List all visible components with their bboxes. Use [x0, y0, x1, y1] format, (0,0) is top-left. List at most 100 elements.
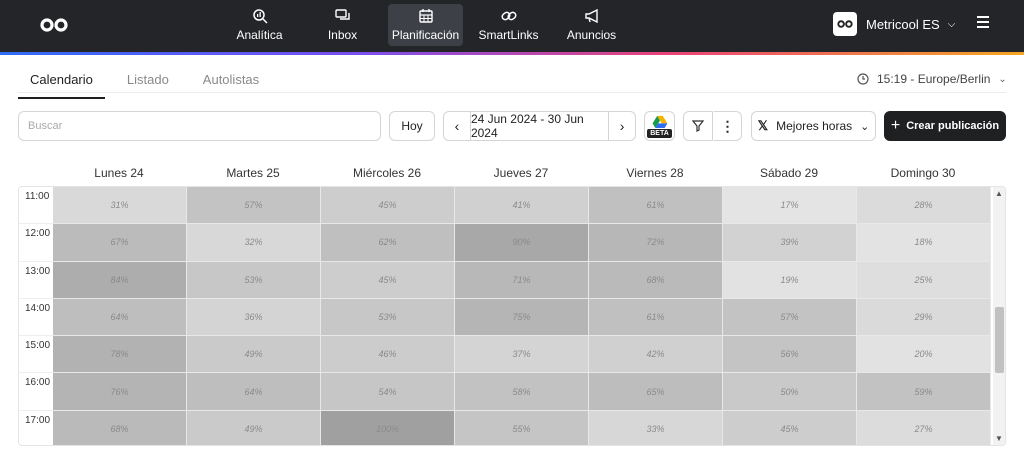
heatmap-cell[interactable]: 53% — [321, 298, 455, 337]
filter-button[interactable] — [683, 111, 713, 141]
heatmap-cell[interactable]: 25% — [857, 261, 991, 299]
time-label: 14:00 — [19, 299, 53, 337]
heatmap-cell[interactable]: 50% — [723, 373, 857, 411]
heatmap-cell[interactable]: 49% — [187, 410, 321, 445]
heatmap-cell[interactable]: 84% — [53, 261, 187, 299]
x-twitter-icon: 𝕏 — [757, 118, 769, 133]
metricool-logo-icon[interactable] — [40, 16, 68, 34]
search-input[interactable] — [18, 111, 381, 141]
heatmap-cell[interactable]: 75% — [455, 298, 589, 337]
heatmap-cell[interactable]: 45% — [321, 187, 455, 225]
main-nav: Analítica Inbox Planificación SmartLinks… — [222, 4, 637, 46]
nav-item-analitica[interactable]: Analítica — [222, 4, 297, 46]
scrollbar[interactable]: ▲ ▼ — [993, 187, 1005, 445]
scroll-down-icon[interactable]: ▼ — [995, 434, 1003, 443]
nav-label: Planificación — [391, 28, 460, 42]
heatmap-cell[interactable]: 64% — [187, 373, 321, 411]
heatmap-cell[interactable]: 100% — [321, 410, 455, 445]
heatmap-cell[interactable]: 71% — [455, 261, 589, 299]
best-hours-selector[interactable]: 𝕏 Mejores horas ⌄ — [751, 111, 876, 141]
chevron-down-icon: ⌄ — [998, 73, 1007, 85]
heatmap-cell[interactable]: 78% — [53, 336, 187, 374]
date-range-label[interactable]: 24 Jun 2024 - 30 Jun 2024 — [470, 112, 584, 140]
heatmap-cell[interactable]: 55% — [455, 410, 589, 445]
heatmap-cell[interactable]: 42% — [589, 336, 723, 374]
heatmap-cell[interactable]: 36% — [187, 298, 321, 337]
scrollbar-thumb[interactable] — [995, 307, 1004, 373]
heatmap-cell[interactable]: 57% — [187, 187, 321, 225]
metricool-logo-icon — [837, 20, 853, 28]
heatmap-cell[interactable]: 32% — [187, 224, 321, 262]
heatmap-cell[interactable]: 39% — [723, 224, 857, 262]
view-tabs: Calendario Listado Autolistas — [18, 70, 281, 99]
heatmap-cell[interactable]: 61% — [589, 187, 723, 225]
heatmap-cell[interactable]: 28% — [857, 187, 991, 225]
nav-item-inbox[interactable]: Inbox — [305, 4, 380, 46]
heatmap-cell[interactable]: 27% — [857, 410, 991, 445]
heatmap-cell[interactable]: 90% — [455, 224, 589, 262]
google-drive-button[interactable]: BETA — [644, 111, 675, 141]
tab-listado[interactable]: Listado — [126, 72, 169, 87]
timezone-selector[interactable]: 15:19 - Europe/Berlin ⌄ — [857, 72, 1007, 86]
tabs-divider — [18, 92, 1006, 93]
heatmap-cell[interactable]: 72% — [589, 224, 723, 262]
heatmap-cell[interactable]: 17% — [723, 187, 857, 225]
heatmap-cell[interactable]: 53% — [187, 261, 321, 299]
nav-item-anuncios[interactable]: Anuncios — [554, 4, 629, 46]
time-label: 11:00 — [19, 187, 53, 225]
day-header: Lunes 24 — [94, 166, 144, 180]
heatmap-cells: 31% 57% 45% 41% 61% 17% 28% 67% 32% 62% 90% 72% 39% 1… — [53, 187, 991, 445]
brand-stripe — [0, 52, 1024, 55]
heatmap-cell[interactable]: 33% — [589, 410, 723, 445]
best-hours-heatmap: 11:00 12:00 13:00 14:00 15:00 16:00 17:00 31% 5… — [18, 186, 1006, 446]
time-label: 16:00 — [19, 373, 53, 411]
heatmap-cell[interactable]: 19% — [723, 261, 857, 299]
heatmap-cell[interactable]: 61% — [589, 298, 723, 337]
heatmap-cell[interactable]: 68% — [589, 261, 723, 299]
inbox-icon — [334, 9, 350, 20]
day-header: Viernes 28 — [626, 166, 684, 180]
chevron-right-icon[interactable]: › — [608, 112, 635, 140]
heatmap-cell[interactable]: 18% — [857, 224, 991, 262]
chevron-down-icon: ⌵ — [947, 18, 956, 30]
nav-label: SmartLinks — [478, 28, 539, 42]
heatmap-cell[interactable]: 37% — [455, 336, 589, 374]
heatmap-cell[interactable]: 67% — [53, 224, 187, 262]
heatmap-cell[interactable]: 49% — [187, 336, 321, 374]
heatmap-row: 31% 57% 45% 41% 61% 17% 28% — [53, 187, 991, 225]
tab-calendario[interactable]: Calendario — [18, 70, 105, 99]
heatmap-cell[interactable]: 31% — [53, 187, 187, 225]
heatmap-cell[interactable]: 64% — [53, 298, 187, 337]
tab-autolistas[interactable]: Autolistas — [202, 72, 260, 87]
heatmap-row: 76% 64% 54% 58% 65% 50% 59% — [53, 373, 991, 411]
heatmap-cell[interactable]: 41% — [455, 187, 589, 225]
heatmap-cell[interactable]: 57% — [723, 298, 857, 337]
time-label: 13:00 — [19, 262, 53, 299]
day-header: Domingo 30 — [890, 166, 956, 180]
heatmap-cell[interactable]: 62% — [321, 224, 455, 262]
hamburger-menu-icon[interactable] — [977, 16, 989, 28]
account-switcher[interactable]: Metricool ES ⌵ — [833, 12, 955, 36]
heatmap-cell[interactable]: 56% — [723, 336, 857, 374]
heatmap-cell[interactable]: 45% — [723, 410, 857, 445]
heatmap-cell[interactable]: 65% — [589, 373, 723, 411]
day-header: Martes 25 — [226, 166, 280, 180]
heatmap-cell[interactable]: 45% — [321, 261, 455, 299]
more-options-button[interactable]: ⋮ — [714, 111, 742, 141]
create-post-button[interactable]: + Crear publicación — [884, 111, 1006, 141]
heatmap-cell[interactable]: 76% — [53, 373, 187, 411]
day-header: Jueves 27 — [493, 166, 549, 180]
heatmap-cell[interactable]: 29% — [857, 298, 991, 337]
nav-item-smartlinks[interactable]: SmartLinks — [471, 4, 546, 46]
scroll-up-icon[interactable]: ▲ — [995, 189, 1003, 198]
today-button[interactable]: Hoy — [389, 111, 435, 141]
chevron-left-icon[interactable]: ‹ — [444, 112, 471, 140]
heatmap-cell[interactable]: 59% — [857, 373, 991, 411]
nav-item-planificacion[interactable]: Planificación — [388, 4, 463, 46]
heatmap-cell[interactable]: 20% — [857, 336, 991, 374]
nav-label: Inbox — [327, 28, 358, 42]
heatmap-cell[interactable]: 46% — [321, 336, 455, 374]
heatmap-cell[interactable]: 54% — [321, 373, 455, 411]
heatmap-cell[interactable]: 58% — [455, 373, 589, 411]
heatmap-cell[interactable]: 68% — [53, 410, 187, 445]
